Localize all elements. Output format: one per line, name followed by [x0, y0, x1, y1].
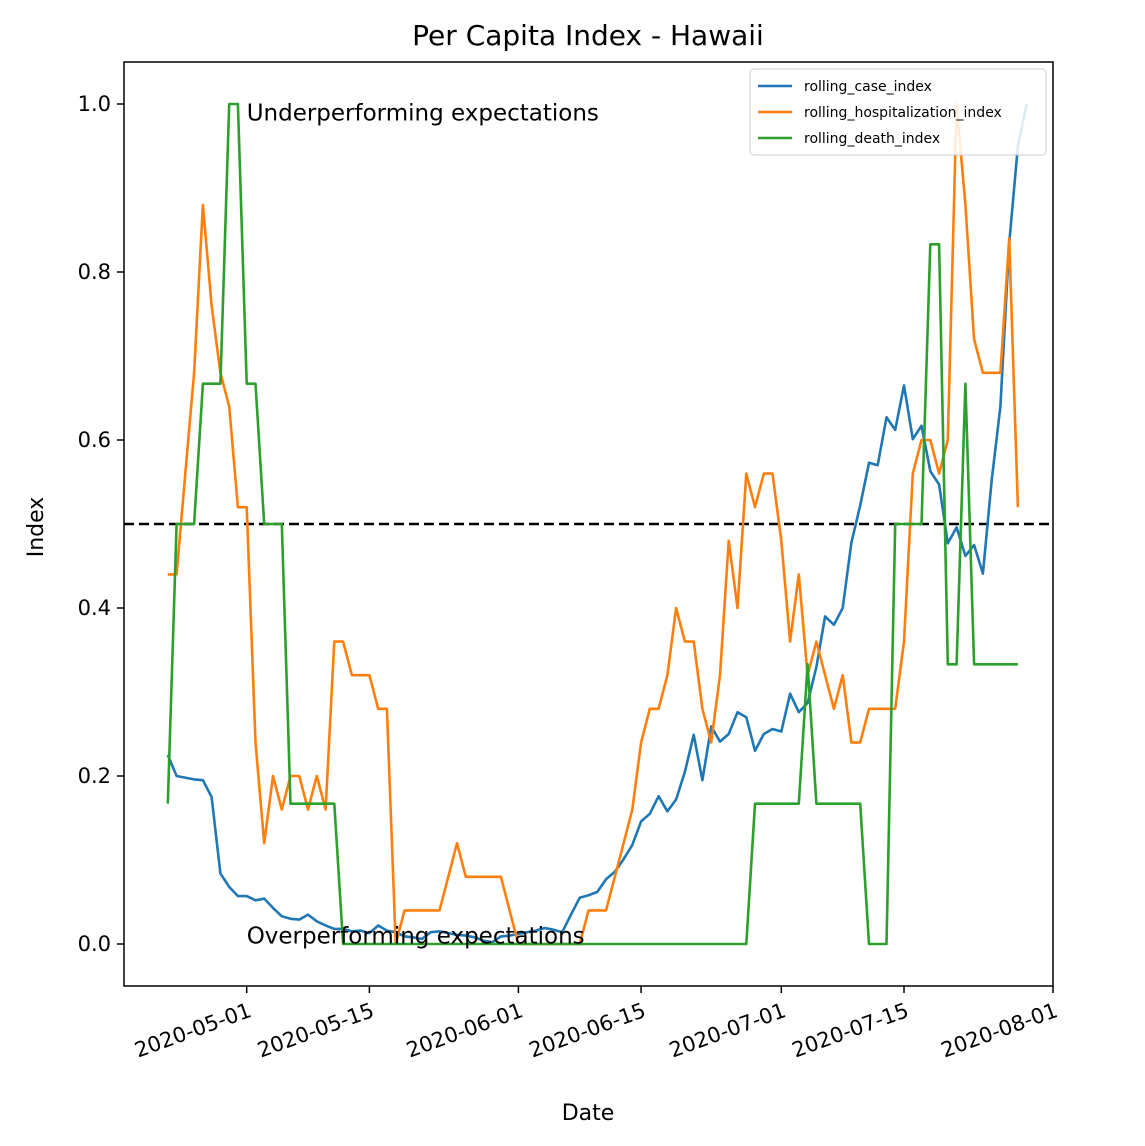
legend-label-rolling_death_index: rolling_death_index — [804, 131, 940, 147]
x-tick-label: 2020-08-01 — [938, 998, 1061, 1062]
x-tick-label: 2020-05-15 — [254, 998, 377, 1062]
y-tick-label: 0.8 — [78, 260, 111, 284]
x-tick-label: 2020-07-01 — [666, 998, 789, 1062]
legend: rolling_case_index rolling_hospitalizatio… — [749, 68, 1047, 156]
legend-label-rolling_hospitalization_index: rolling_hospitalization_index — [804, 105, 1002, 121]
x-tick-label: 2020-06-15 — [526, 998, 649, 1062]
chart-title: Per Capita Index - Hawaii — [412, 19, 764, 52]
legend-label-rolling_case_index: rolling_case_index — [804, 79, 932, 95]
y-tick-label: 1.0 — [78, 92, 111, 116]
x-tick-label: 2020-05-01 — [132, 998, 255, 1062]
y-tick-label: 0.6 — [78, 428, 111, 452]
y-tick-label: 0.0 — [78, 932, 111, 956]
x-tick-label: 2020-06-01 — [403, 998, 526, 1062]
annotation-overperforming: Overperforming expectations — [247, 924, 585, 950]
y-tick-label: 0.4 — [78, 596, 111, 620]
legend-box — [749, 68, 1047, 156]
y-tick-label: 0.2 — [78, 764, 111, 788]
x-axis: 2020-05-01 2020-05-15 2020-06-01 2020-06-15… — [132, 986, 1061, 1062]
series-line-rolling_death_index — [166, 102, 1018, 946]
x-axis-label: Date — [562, 1101, 615, 1126]
axes-frame — [123, 61, 1054, 987]
x-tick-label: 2020-07-15 — [789, 998, 912, 1062]
y-axis-label: Index — [24, 497, 49, 558]
y-axis: 0.0 0.2 0.4 0.6 0.8 1.0 — [78, 92, 124, 956]
annotation-underperforming: Underperforming expectations — [247, 100, 599, 126]
series-line-rolling_case_index — [166, 103, 1028, 944]
plot-area: Underperforming expectations Overperformi… — [124, 100, 1053, 950]
